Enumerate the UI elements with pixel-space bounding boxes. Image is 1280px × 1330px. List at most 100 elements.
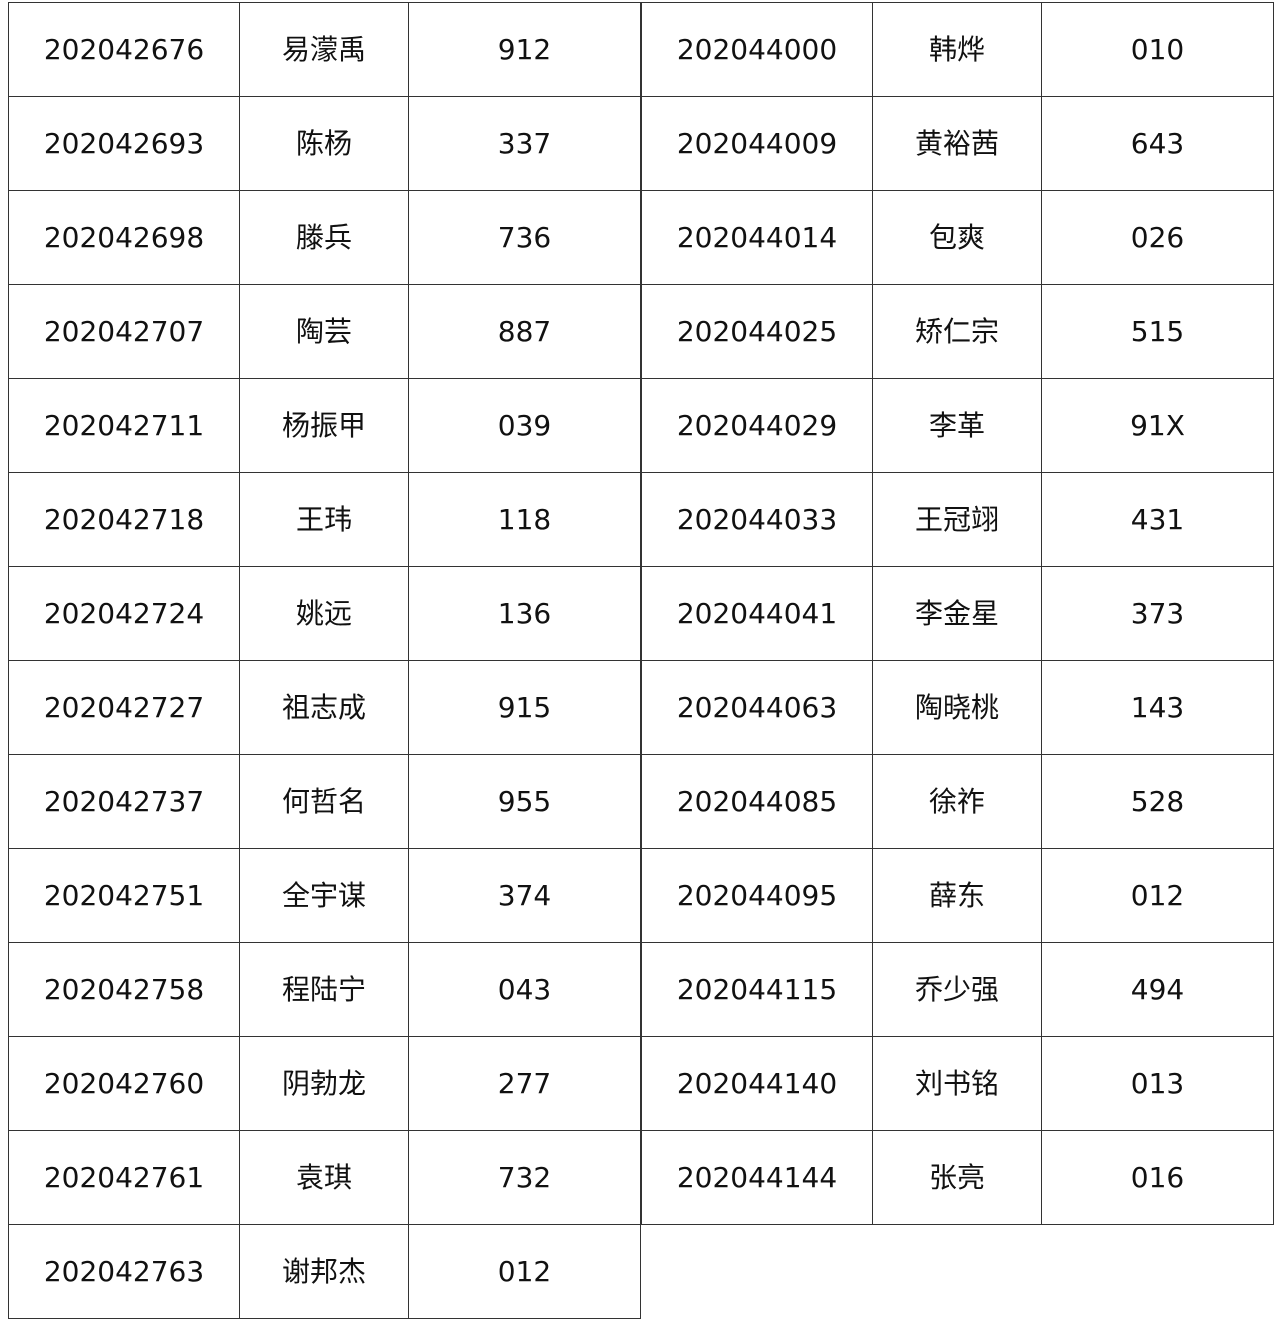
student-id-cell: 202044009 <box>641 96 873 191</box>
code-cell: 039 <box>408 378 641 473</box>
student-id-cell: 202044115 <box>641 942 873 1037</box>
code-cell: 736 <box>408 190 641 285</box>
student-id-cell: 202042676 <box>8 2 240 97</box>
table-row: 202042737 何哲名 955 <box>8 754 641 849</box>
code-cell: 012 <box>1041 848 1274 943</box>
student-name-cell: 韩烨 <box>872 2 1042 97</box>
student-id-cell: 202044014 <box>641 190 873 285</box>
student-id-cell: 202042724 <box>8 566 240 661</box>
code-cell: 337 <box>408 96 641 191</box>
student-id-cell: 202044000 <box>641 2 873 97</box>
student-id-cell: 202042763 <box>8 1224 240 1319</box>
code-cell: 016 <box>1041 1130 1274 1225</box>
table-row: 202042763 谢邦杰 012 <box>8 1224 641 1319</box>
table-row: 202042676 易濛禹 912 <box>8 2 641 97</box>
table-row: 202044140 刘书铭 013 <box>641 1036 1274 1131</box>
student-name-cell: 袁琪 <box>239 1130 409 1225</box>
table-row: 202044025 矫仁宗 515 <box>641 284 1274 379</box>
code-cell: 277 <box>408 1036 641 1131</box>
code-cell: 915 <box>408 660 641 755</box>
student-name-cell: 包爽 <box>872 190 1042 285</box>
student-table-right: 202044000 韩烨 010 202044009 黄裕茜 643 202044014 包爽… <box>641 2 1274 1225</box>
code-cell: 013 <box>1041 1036 1274 1131</box>
student-id-cell: 202044063 <box>641 660 873 755</box>
table-row: 202044014 包爽 026 <box>641 190 1274 285</box>
student-id-cell: 202044095 <box>641 848 873 943</box>
student-id-cell: 202042760 <box>8 1036 240 1131</box>
student-name-cell: 乔少强 <box>872 942 1042 1037</box>
code-cell: 732 <box>408 1130 641 1225</box>
table-row: 202042711 杨振甲 039 <box>8 378 641 473</box>
table-row: 202044095 薛东 012 <box>641 848 1274 943</box>
student-id-cell: 202044085 <box>641 754 873 849</box>
table-row: 202044085 徐祚 528 <box>641 754 1274 849</box>
student-id-cell: 202042707 <box>8 284 240 379</box>
code-cell: 136 <box>408 566 641 661</box>
student-table-left: 202042676 易濛禹 912 202042693 陈杨 337 202042698 滕兵… <box>8 2 641 1319</box>
table-row: 202044041 李金星 373 <box>641 566 1274 661</box>
student-id-cell: 202042693 <box>8 96 240 191</box>
student-name-cell: 阴勃龙 <box>239 1036 409 1131</box>
student-name-cell: 矫仁宗 <box>872 284 1042 379</box>
student-name-cell: 徐祚 <box>872 754 1042 849</box>
table-row: 202042718 王玮 118 <box>8 472 641 567</box>
student-name-cell: 滕兵 <box>239 190 409 285</box>
student-id-cell: 202044144 <box>641 1130 873 1225</box>
student-name-cell: 李革 <box>872 378 1042 473</box>
table-row: 202042751 全宇谋 374 <box>8 848 641 943</box>
student-id-cell: 202042737 <box>8 754 240 849</box>
student-id-cell: 202044140 <box>641 1036 873 1131</box>
code-cell: 374 <box>408 848 641 943</box>
student-id-cell: 202042711 <box>8 378 240 473</box>
student-name-cell: 谢邦杰 <box>239 1224 409 1319</box>
code-cell: 643 <box>1041 96 1274 191</box>
code-cell: 118 <box>408 472 641 567</box>
table-row: 202044144 张亮 016 <box>641 1130 1274 1225</box>
student-name-cell: 全宇谋 <box>239 848 409 943</box>
table-row: 202042693 陈杨 337 <box>8 96 641 191</box>
student-id-cell: 202044029 <box>641 378 873 473</box>
table-row: 202042758 程陆宁 043 <box>8 942 641 1037</box>
student-id-cell: 202042727 <box>8 660 240 755</box>
code-cell: 043 <box>408 942 641 1037</box>
code-cell: 955 <box>408 754 641 849</box>
student-name-cell: 黄裕茜 <box>872 96 1042 191</box>
student-name-cell: 刘书铭 <box>872 1036 1042 1131</box>
student-name-cell: 易濛禹 <box>239 2 409 97</box>
student-name-cell: 祖志成 <box>239 660 409 755</box>
table-row: 202042760 阴勃龙 277 <box>8 1036 641 1131</box>
student-name-cell: 张亮 <box>872 1130 1042 1225</box>
student-id-cell: 202044033 <box>641 472 873 567</box>
student-id-cell: 202044041 <box>641 566 873 661</box>
student-name-cell: 何哲名 <box>239 754 409 849</box>
student-name-cell: 陶晓桃 <box>872 660 1042 755</box>
student-name-cell: 姚远 <box>239 566 409 661</box>
table-row: 202044033 王冠翊 431 <box>641 472 1274 567</box>
student-id-cell: 202044025 <box>641 284 873 379</box>
code-cell: 012 <box>408 1224 641 1319</box>
code-cell: 010 <box>1041 2 1274 97</box>
code-cell: 431 <box>1041 472 1274 567</box>
student-name-cell: 薛东 <box>872 848 1042 943</box>
code-cell: 528 <box>1041 754 1274 849</box>
table-row: 202042698 滕兵 736 <box>8 190 641 285</box>
code-cell: 373 <box>1041 566 1274 661</box>
table-row: 202042761 袁琪 732 <box>8 1130 641 1225</box>
code-cell: 515 <box>1041 284 1274 379</box>
table-row: 202044029 李革 91X <box>641 378 1274 473</box>
student-id-cell: 202042758 <box>8 942 240 1037</box>
student-name-cell: 李金星 <box>872 566 1042 661</box>
student-id-cell: 202042718 <box>8 472 240 567</box>
table-row: 202044063 陶晓桃 143 <box>641 660 1274 755</box>
table-row: 202042727 祖志成 915 <box>8 660 641 755</box>
code-cell: 912 <box>408 2 641 97</box>
student-id-cell: 202042761 <box>8 1130 240 1225</box>
table-row: 202042724 姚远 136 <box>8 566 641 661</box>
code-cell: 494 <box>1041 942 1274 1037</box>
table-row: 202044115 乔少强 494 <box>641 942 1274 1037</box>
table-row: 202042707 陶芸 887 <box>8 284 641 379</box>
student-id-cell: 202042751 <box>8 848 240 943</box>
table-row: 202044009 黄裕茜 643 <box>641 96 1274 191</box>
code-cell: 887 <box>408 284 641 379</box>
code-cell: 91X <box>1041 378 1274 473</box>
